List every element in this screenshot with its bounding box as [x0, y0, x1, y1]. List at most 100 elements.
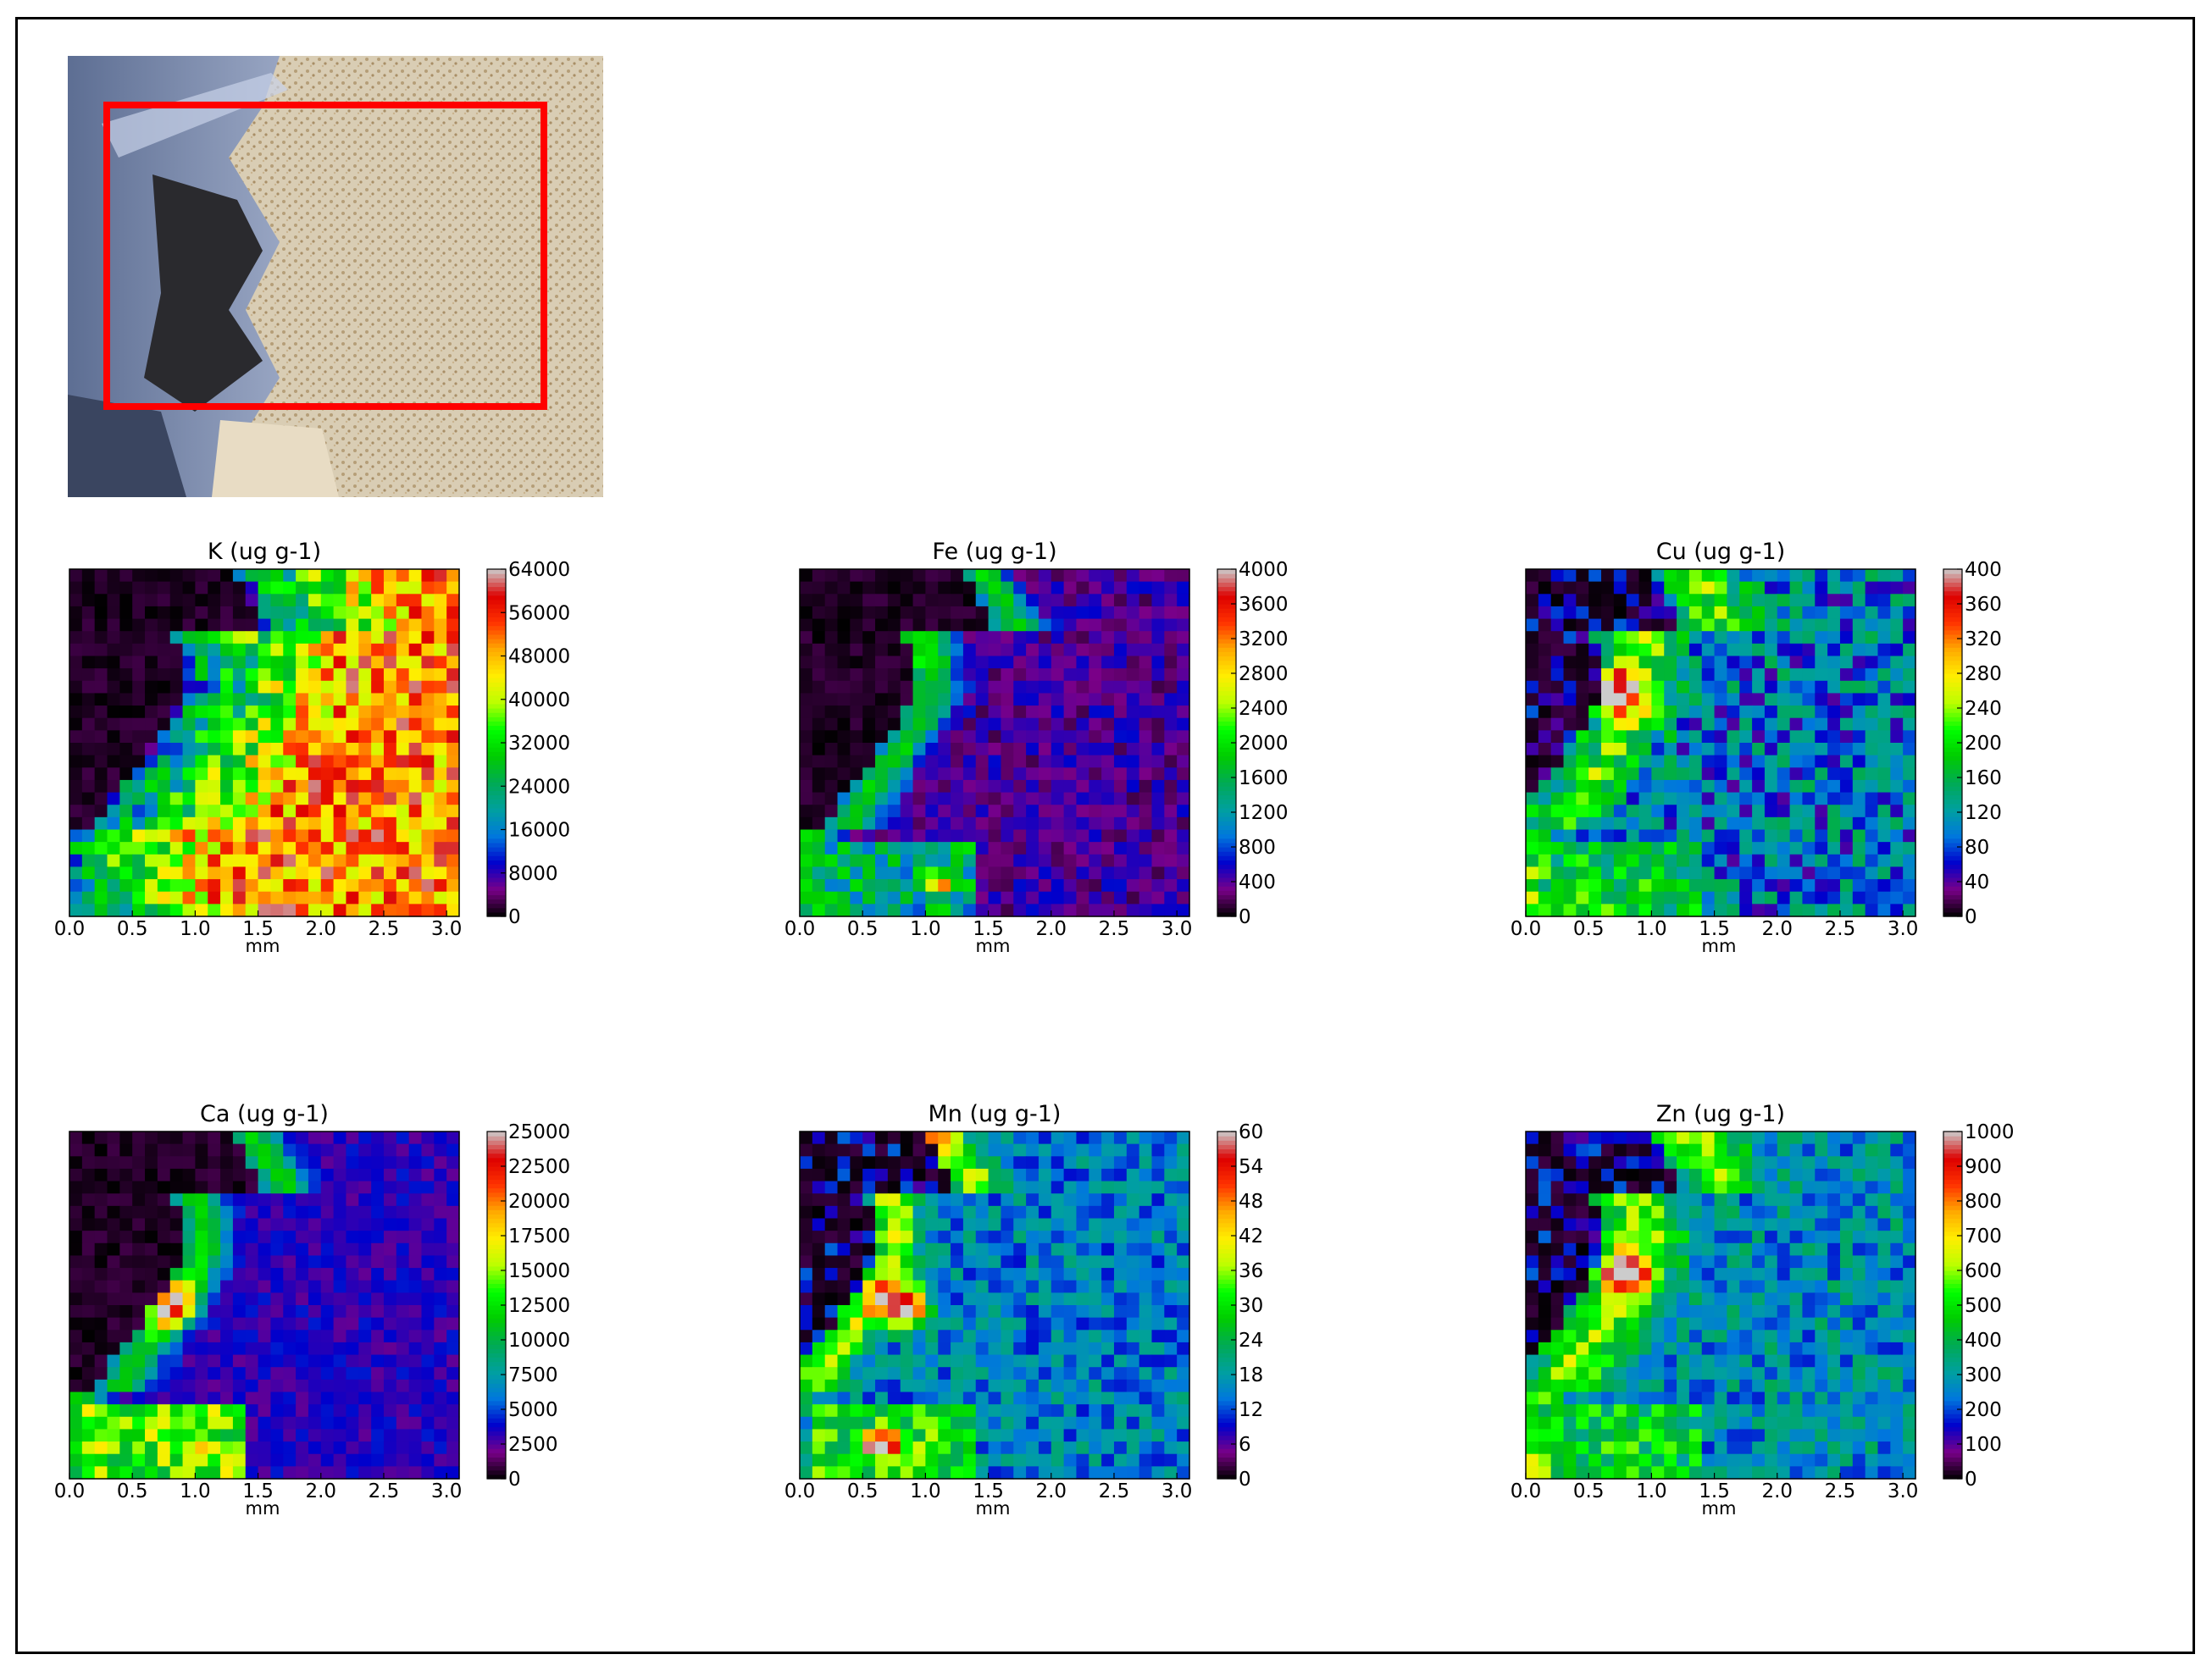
heatmap-cell [195, 730, 208, 744]
heatmap-cell [1013, 1317, 1027, 1331]
heatmap-cell [1815, 730, 1828, 744]
heatmap-cell [812, 854, 826, 868]
heatmap-cell [94, 1231, 108, 1244]
heatmap-cell [1651, 792, 1665, 805]
colorbar-segment [1217, 682, 1236, 687]
heatmap-cell [208, 1292, 221, 1306]
colorbar-segment [1943, 660, 1962, 666]
heatmap-cell [1013, 1231, 1027, 1244]
heatmap-cell [1877, 569, 1891, 583]
colorbar-segment [487, 586, 506, 592]
heatmap-cell [1815, 779, 1828, 794]
heatmap-cell [925, 1404, 939, 1418]
heatmap-cell [1752, 829, 1766, 843]
heatmap-cell [1677, 656, 1690, 669]
heatmap-cell [1076, 656, 1089, 669]
heatmap-cell [951, 767, 964, 781]
heatmap-cell [283, 1466, 297, 1480]
heatmap-cell [270, 693, 284, 706]
heatmap-cell [1001, 705, 1014, 719]
colorbar-segment [1943, 708, 1962, 713]
heatmap-cell [371, 1181, 385, 1194]
heatmap-cell [1827, 755, 1841, 768]
heatmap-cell [824, 1193, 839, 1207]
heatmap-cell [296, 1404, 309, 1418]
heatmap-cell [69, 581, 83, 595]
heatmap-cell [320, 755, 335, 768]
heatmap-cell [1714, 668, 1728, 682]
heatmap-cell [296, 1466, 309, 1480]
colorbar-segment [487, 890, 506, 895]
colorbar-segment [1943, 907, 1962, 913]
heatmap-cell [220, 1330, 234, 1343]
heatmap-cell [1177, 743, 1190, 756]
heatmap-cell [320, 606, 335, 620]
heatmap-cell [195, 705, 208, 719]
heatmap-cell [1777, 829, 1791, 843]
heatmap-cell [421, 1268, 435, 1281]
heatmap-cell [862, 1429, 876, 1442]
heatmap-cell [1877, 842, 1891, 855]
heatmap-cell [1051, 1342, 1065, 1356]
heatmap-cell [208, 1242, 221, 1257]
heatmap-cell [1139, 693, 1153, 706]
heatmap-cell [245, 569, 259, 583]
heatmap-cell [1001, 730, 1014, 744]
heatmap-cell [938, 1342, 951, 1356]
heatmap-cell [408, 891, 423, 905]
heatmap-cell [296, 1156, 309, 1170]
heatmap-cell [1677, 792, 1690, 805]
heatmap-cell [346, 1242, 359, 1257]
heatmap-cell [1538, 792, 1552, 805]
colorbar-segment [1217, 1318, 1236, 1324]
colorbar-segment [1217, 743, 1236, 748]
heatmap-cell [208, 717, 221, 731]
heatmap-cell [1852, 594, 1866, 607]
heatmap-cell [1815, 693, 1828, 706]
heatmap-cell [1063, 1181, 1078, 1194]
colorbar-segment [1943, 838, 1962, 844]
heatmap-cell [1677, 1132, 1690, 1145]
heatmap-cell [1151, 1205, 1165, 1220]
heatmap-cell [1789, 842, 1804, 855]
heatmap-cell [232, 1218, 247, 1231]
heatmap-cell [132, 1330, 146, 1343]
heatmap-cell [1013, 1453, 1027, 1467]
heatmap-cell [1701, 805, 1716, 818]
heatmap-cell [1815, 631, 1828, 645]
colorbar-segment [487, 599, 506, 605]
heatmap-cell [1076, 643, 1089, 657]
heatmap-cell [220, 656, 234, 669]
heatmap-cell [1101, 1193, 1115, 1207]
heatmap-cell [962, 1317, 977, 1331]
colorbar-segment [1217, 807, 1236, 813]
heatmap-cell [1626, 904, 1640, 917]
heatmap-cell [1701, 1132, 1716, 1145]
heatmap-cell [887, 730, 901, 744]
colorbar-tick-label: 1200 [1239, 802, 1289, 824]
colorbar-segment [487, 612, 506, 617]
heatmap-cell [824, 1453, 839, 1467]
heatmap-cell [975, 1392, 990, 1405]
heatmap-cell [1727, 904, 1740, 917]
heatmap-cell [1089, 1354, 1102, 1368]
heatmap-cell [232, 767, 247, 781]
heatmap-cell [119, 631, 133, 645]
heatmap-cell [320, 668, 335, 682]
heatmap-cell [119, 717, 133, 731]
heatmap-cell [383, 779, 397, 794]
heatmap-cell [1013, 1193, 1027, 1207]
heatmap-cell [1903, 792, 1916, 805]
heatmap-cell [1013, 1168, 1027, 1182]
colorbar-segment [1217, 1136, 1236, 1141]
heatmap-cell [850, 1292, 863, 1306]
heatmap-cell [1113, 643, 1128, 657]
heatmap-cell [1177, 656, 1190, 669]
heatmap-cell [1113, 816, 1128, 831]
colorbar-segment [487, 733, 506, 739]
heatmap-cell [69, 904, 83, 917]
heatmap-cell [81, 717, 96, 731]
heatmap-cell [1526, 816, 1539, 831]
heatmap-cell [446, 1404, 460, 1418]
heatmap-cell [988, 1416, 1002, 1430]
